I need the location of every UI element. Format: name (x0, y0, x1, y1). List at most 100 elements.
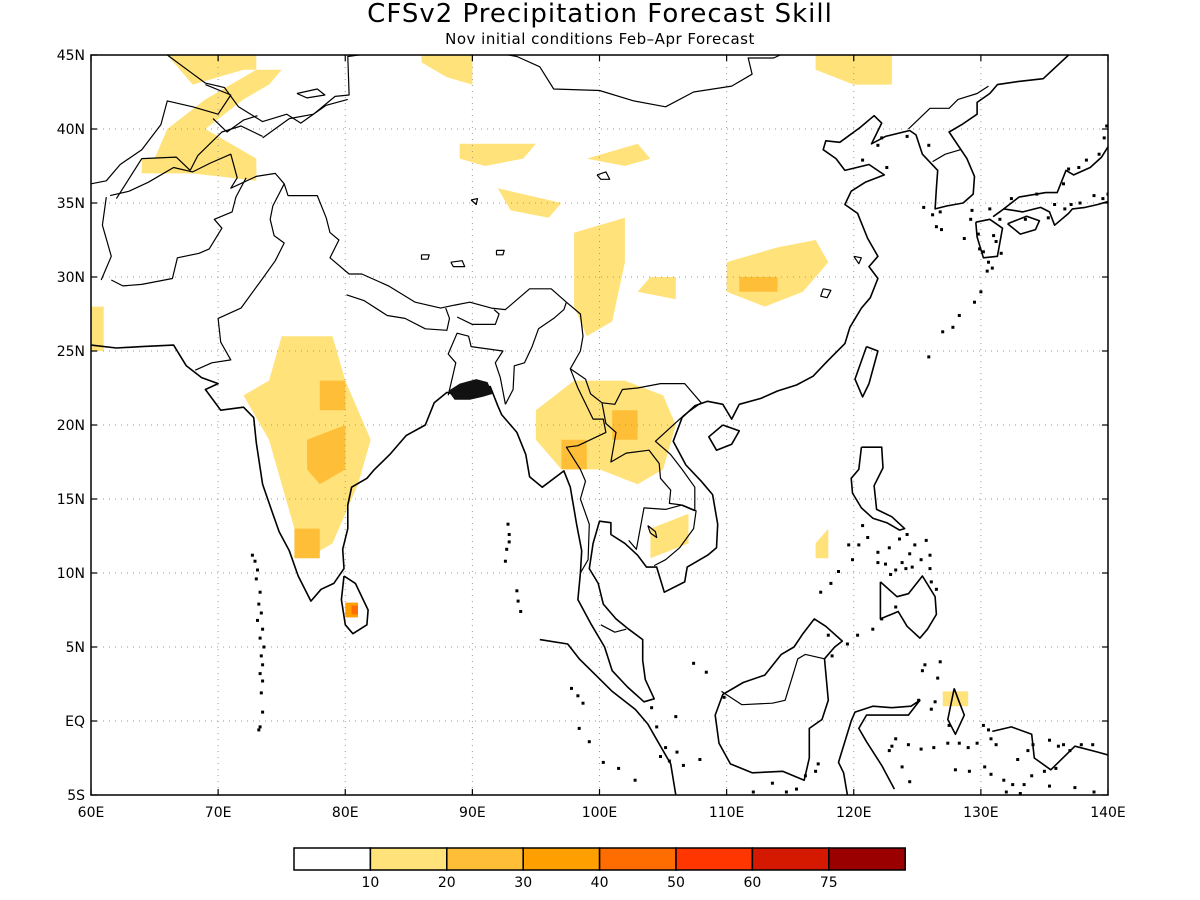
island-dot-112 (1022, 783, 1026, 787)
island-dot-17 (258, 725, 262, 729)
island-dot-96 (957, 741, 961, 745)
lon-tick-label: 70E (205, 805, 232, 821)
island-dot-127 (1068, 749, 1072, 753)
island-dot-25 (515, 589, 519, 593)
country-border-20 (907, 85, 989, 130)
island-dot-14 (261, 679, 265, 683)
island-dot-72 (837, 570, 840, 573)
colorbar-swatch-0 (293, 847, 372, 871)
island-dot-74 (819, 590, 823, 594)
country-border-11 (654, 402, 702, 511)
island-dot-108 (983, 765, 987, 769)
lat-tick-label: 40N (57, 122, 85, 138)
island-dot-2 (256, 568, 259, 572)
skill-region-9 (726, 240, 829, 307)
island-dot-181 (1073, 786, 1077, 790)
island-dot-145 (861, 158, 865, 162)
island-dot-59 (880, 617, 884, 621)
island-dot-88 (917, 698, 921, 702)
lake-outline-3 (596, 171, 611, 180)
coastline-12 (975, 218, 1004, 259)
lon-tick-label: 80E (332, 805, 359, 821)
country-border-12 (600, 624, 627, 633)
island-dot-51 (803, 774, 807, 778)
island-dot-140 (969, 217, 973, 221)
colorbar-label: 40 (591, 875, 609, 891)
lat-tick-label: 10N (57, 566, 85, 582)
lat-tick-label: 5N (66, 640, 85, 656)
island-dot-164 (998, 217, 1002, 221)
island-dot-155 (1102, 136, 1106, 140)
island-dot-18 (257, 728, 261, 732)
colorbar-labels: 10 20 30 40 50 60 75 (361, 875, 837, 891)
island-dot-26 (507, 540, 511, 544)
coastline-8 (837, 699, 921, 795)
island-dot-76 (857, 543, 861, 547)
island-dot-57 (856, 633, 860, 637)
island-dot-149 (938, 210, 942, 214)
island-dot-104 (900, 765, 904, 769)
island-dot-64 (924, 538, 928, 542)
island-dot-162 (1009, 197, 1013, 201)
colorbar (293, 847, 906, 871)
lake-outline-6 (495, 249, 505, 256)
island-dot-49 (784, 790, 788, 794)
colorbar-label: 60 (743, 875, 761, 891)
country-border-0 (109, 153, 702, 405)
island-dot-157 (1084, 158, 1088, 162)
coastline-2 (707, 424, 741, 452)
island-dot-66 (898, 537, 901, 541)
colorbar-label: 50 (667, 875, 685, 891)
island-dot-35 (659, 755, 662, 758)
island-dot-31 (587, 740, 591, 744)
island-dot-87 (928, 567, 932, 571)
island-dot-77 (894, 568, 898, 572)
skill-region-15 (942, 691, 969, 707)
island-dot-139 (962, 237, 966, 240)
island-dot-24 (519, 610, 523, 613)
island-dot-4 (258, 590, 262, 594)
island-dot-179 (1004, 790, 1008, 794)
island-dot-29 (581, 701, 585, 705)
colorbar-swatch-3 (522, 847, 601, 871)
island-dot-52 (814, 769, 818, 773)
lake-outline-2 (647, 525, 658, 539)
lake-outline-0 (317, 55, 323, 56)
colorbar-label: 75 (820, 875, 838, 891)
island-dot-48 (751, 790, 755, 794)
country-border-7 (504, 302, 567, 405)
country-border-3 (194, 183, 285, 371)
lake-outline-1 (296, 88, 326, 99)
island-dot-151 (922, 205, 926, 209)
island-dot-58 (871, 627, 875, 631)
lake-outline-5 (420, 254, 430, 260)
island-dot-156 (1097, 152, 1101, 156)
island-dot-0 (250, 553, 254, 557)
island-dot-161 (1035, 192, 1039, 196)
island-dot-177 (1101, 197, 1105, 201)
island-dot-170 (1023, 217, 1027, 221)
coastline-5 (879, 575, 938, 639)
colorbar-label: 10 (361, 875, 379, 891)
island-dot-172 (1053, 203, 1057, 206)
island-dot-61 (910, 565, 914, 569)
island-dot-169 (976, 232, 980, 236)
island-dot-184 (1030, 774, 1034, 778)
island-dot-20 (507, 533, 511, 536)
island-dot-78 (900, 561, 904, 565)
colorbar-swatch-1 (369, 847, 448, 871)
skill-region-21 (739, 277, 778, 292)
country-border-6 (447, 332, 506, 405)
island-dot-124 (1026, 749, 1030, 753)
island-dot-67 (887, 546, 891, 550)
island-dot-23 (516, 599, 520, 603)
skill-region-23 (351, 605, 358, 615)
island-dot-73 (829, 581, 833, 585)
island-dot-128 (1079, 743, 1083, 747)
island-dot-133 (957, 314, 961, 317)
island-dot-53 (816, 762, 820, 766)
island-dot-37 (675, 750, 679, 754)
island-dot-84 (876, 561, 880, 565)
island-dot-95 (947, 723, 951, 727)
